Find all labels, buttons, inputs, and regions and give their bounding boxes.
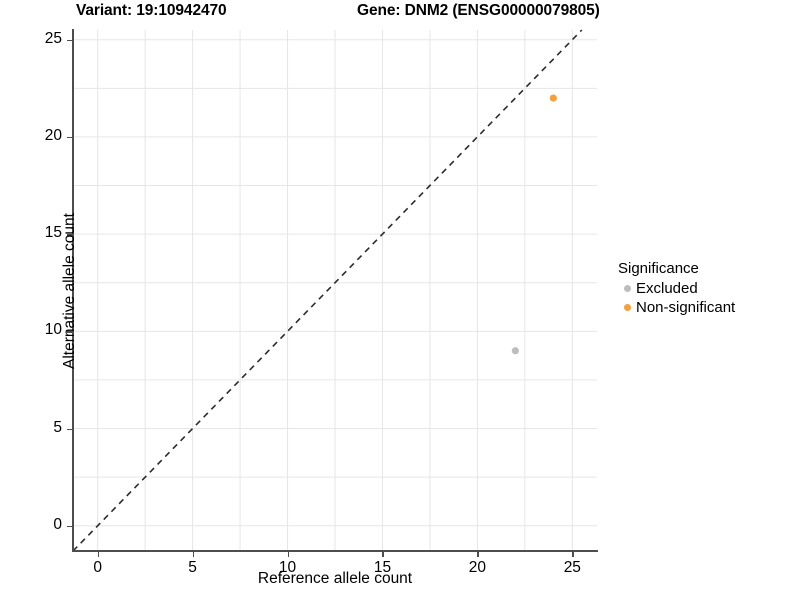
legend-item[interactable]: Non-significant <box>618 298 796 317</box>
data-point[interactable] <box>549 94 557 102</box>
reference-diagonal-line <box>72 29 583 552</box>
x-tick-label: 0 <box>93 559 102 576</box>
plot-panel <box>72 29 597 552</box>
x-tick-label: 5 <box>188 559 197 576</box>
data-layer <box>72 29 583 552</box>
y-tick-label: 20 <box>44 126 62 144</box>
y-tick-label: 5 <box>53 418 62 436</box>
y-tick-mark <box>67 136 72 139</box>
y-tick-label: 10 <box>44 321 62 339</box>
x-tick-mark <box>97 552 100 557</box>
x-tick-mark <box>572 552 574 557</box>
y-tick-label: 15 <box>44 224 62 242</box>
legend-item[interactable]: Excluded <box>618 279 796 298</box>
legend-item-label: Non-significant <box>636 299 736 316</box>
x-axis-line <box>73 550 598 552</box>
variant-title: Variant: 19:10942470 <box>76 2 227 19</box>
legend-item-label: Excluded <box>636 280 698 297</box>
x-tick-label: 25 <box>563 559 581 576</box>
y-tick-mark <box>67 234 72 236</box>
x-tick-label: 20 <box>468 559 487 576</box>
legend-marker-icon <box>618 285 636 292</box>
x-tick-mark <box>382 552 384 557</box>
y-axis-line <box>72 29 74 552</box>
x-axis-title: Reference allele count <box>257 570 413 587</box>
gridlines <box>73 30 597 551</box>
gene-title: Gene: DNM2 (ENSG00000079805) <box>357 2 600 19</box>
legend-marker-icon <box>618 304 636 311</box>
y-tick-label: 0 <box>53 515 62 533</box>
x-tick-mark <box>477 552 479 557</box>
x-tick-mark <box>287 552 289 557</box>
y-tick-label: 25 <box>44 29 62 47</box>
x-tick-mark <box>192 552 194 557</box>
legend-items: Excluded Non-significant <box>618 279 796 317</box>
y-axis-title: Alternative allele count <box>61 213 78 369</box>
legend: Significance Excluded Non-significant <box>618 260 796 317</box>
y-tick-mark <box>67 39 72 42</box>
data-point[interactable] <box>511 347 519 355</box>
y-tick-mark <box>67 525 72 528</box>
y-tick-mark <box>67 331 72 333</box>
legend-title: Significance <box>618 260 699 277</box>
y-tick-mark <box>67 428 72 430</box>
x-tick-label: 15 <box>373 559 392 576</box>
x-tick-label: 10 <box>278 559 297 576</box>
